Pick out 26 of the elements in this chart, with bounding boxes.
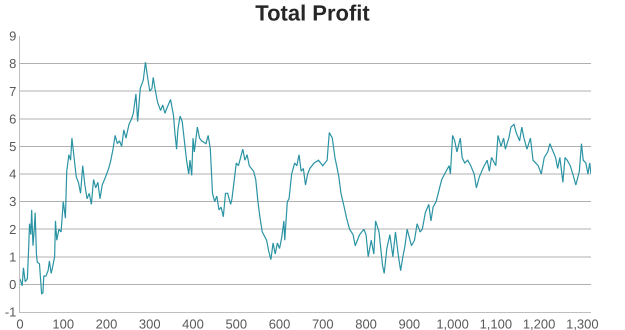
y-tick-label: 8: [9, 56, 16, 72]
x-tick-label: 600: [268, 316, 290, 330]
y-tick-label: 7: [9, 84, 16, 99]
y-tick-label: 2: [9, 222, 16, 237]
y-tick-label: 3: [9, 194, 16, 210]
x-tick-label: 700: [312, 316, 334, 330]
x-tick-label: 1,300: [566, 316, 599, 330]
y-tick-label: 6: [9, 111, 16, 126]
y-tick-label: 9: [9, 28, 16, 44]
y-tick-label: 4: [9, 166, 16, 182]
x-tick-label: 200: [96, 316, 118, 330]
x-tick-label: 800: [355, 316, 377, 330]
line-series: [20, 62, 591, 295]
y-tick-label: 1: [9, 249, 16, 264]
x-tick-label: 300: [138, 316, 161, 330]
y-tick-label: 0: [9, 276, 16, 292]
y-tick-label: -1: [4, 304, 16, 320]
y-tick-label: 5: [9, 138, 16, 154]
x-tick-label: 1,100: [480, 316, 512, 330]
x-tick-label: 1,000: [436, 316, 469, 330]
x-tick-label: 500: [225, 316, 248, 330]
x-tick-label: 400: [182, 316, 204, 330]
x-tick-label: 900: [398, 316, 420, 330]
x-tick-label: 1,200: [522, 316, 556, 330]
chart-title: Total Profit: [255, 0, 370, 26]
x-tick-label: 100: [52, 316, 74, 330]
